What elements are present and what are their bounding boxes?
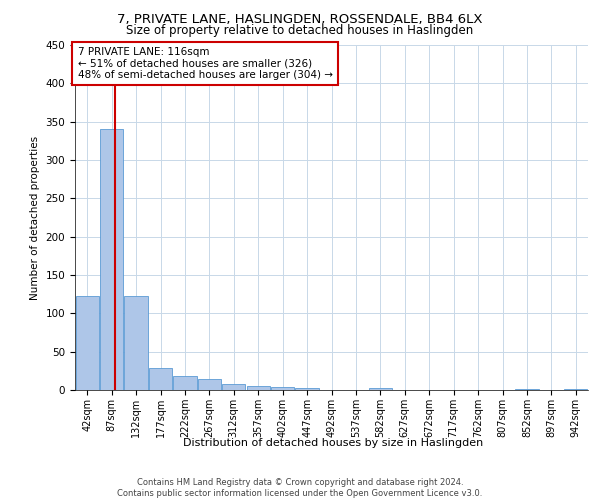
Text: 7 PRIVATE LANE: 116sqm
← 51% of detached houses are smaller (326)
48% of semi-de: 7 PRIVATE LANE: 116sqm ← 51% of detached… bbox=[77, 46, 332, 80]
Bar bbox=[124, 296, 148, 390]
Bar bbox=[369, 388, 392, 390]
Bar bbox=[173, 376, 197, 390]
Bar bbox=[247, 386, 270, 390]
Bar bbox=[295, 388, 319, 390]
Bar bbox=[271, 387, 294, 390]
Bar bbox=[515, 389, 539, 390]
Bar bbox=[100, 130, 123, 390]
Text: Size of property relative to detached houses in Haslingden: Size of property relative to detached ho… bbox=[127, 24, 473, 37]
Y-axis label: Number of detached properties: Number of detached properties bbox=[30, 136, 40, 300]
Bar bbox=[76, 296, 99, 390]
Bar bbox=[222, 384, 245, 390]
Text: Distribution of detached houses by size in Haslingden: Distribution of detached houses by size … bbox=[183, 438, 483, 448]
Bar bbox=[564, 389, 587, 390]
Text: Contains HM Land Registry data © Crown copyright and database right 2024.
Contai: Contains HM Land Registry data © Crown c… bbox=[118, 478, 482, 498]
Bar bbox=[149, 368, 172, 390]
Bar bbox=[198, 380, 221, 390]
Text: 7, PRIVATE LANE, HASLINGDEN, ROSSENDALE, BB4 6LX: 7, PRIVATE LANE, HASLINGDEN, ROSSENDALE,… bbox=[117, 12, 483, 26]
